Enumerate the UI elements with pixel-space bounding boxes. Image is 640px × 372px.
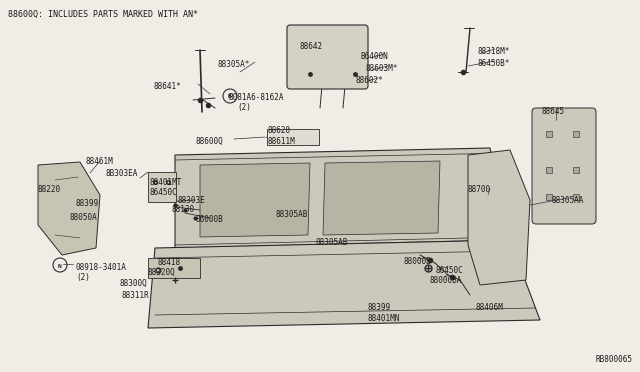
Polygon shape xyxy=(468,150,530,285)
Text: 88418: 88418 xyxy=(158,258,181,267)
Text: 88461M: 88461M xyxy=(86,157,114,166)
Text: 88603M*: 88603M* xyxy=(365,64,397,73)
Bar xyxy=(573,131,579,137)
Text: 86000B: 86000B xyxy=(196,215,224,224)
Text: N: N xyxy=(58,263,62,269)
Text: 88401MN: 88401MN xyxy=(368,314,401,323)
Text: 88611M: 88611M xyxy=(267,137,295,146)
Text: 88645: 88645 xyxy=(542,107,565,116)
Text: (2): (2) xyxy=(237,103,251,112)
Text: 88303E: 88303E xyxy=(178,196,205,205)
Text: 88600Q: INCLUDES PARTS MARKED WITH AN*: 88600Q: INCLUDES PARTS MARKED WITH AN* xyxy=(8,10,198,19)
Bar xyxy=(573,194,579,200)
Text: 88000BA: 88000BA xyxy=(430,276,462,285)
Text: (2): (2) xyxy=(76,273,90,282)
Text: 88311R: 88311R xyxy=(122,291,150,300)
Text: 88305A*: 88305A* xyxy=(218,60,250,69)
Text: 88641*: 88641* xyxy=(153,82,180,91)
Text: 88305AA: 88305AA xyxy=(552,196,584,205)
Polygon shape xyxy=(323,161,440,235)
Text: B: B xyxy=(228,94,232,99)
Text: 88399: 88399 xyxy=(368,303,391,312)
Polygon shape xyxy=(175,148,510,248)
Text: 86450C: 86450C xyxy=(436,266,464,275)
Text: RB800065: RB800065 xyxy=(595,355,632,364)
Polygon shape xyxy=(38,162,100,255)
Text: 88700: 88700 xyxy=(467,185,490,194)
FancyBboxPatch shape xyxy=(532,108,596,224)
Bar xyxy=(546,194,552,200)
Text: 88620: 88620 xyxy=(267,126,290,135)
Polygon shape xyxy=(200,163,310,237)
Text: 88318M*: 88318M* xyxy=(478,47,510,56)
Text: 88050A: 88050A xyxy=(70,213,98,222)
Bar xyxy=(267,129,319,145)
Text: 88305AB: 88305AB xyxy=(276,210,308,219)
Text: 88300Q: 88300Q xyxy=(120,279,148,288)
Text: 88220: 88220 xyxy=(38,185,61,194)
Text: 88000B: 88000B xyxy=(404,257,432,266)
Text: 08918-3401A: 08918-3401A xyxy=(76,263,127,272)
Bar xyxy=(573,167,579,173)
Bar xyxy=(148,258,200,278)
Text: B081A6-8162A: B081A6-8162A xyxy=(228,93,284,102)
Text: 88600Q: 88600Q xyxy=(196,137,224,146)
Bar xyxy=(148,172,176,202)
Text: 86450B*: 86450B* xyxy=(478,59,510,68)
Text: 88130: 88130 xyxy=(172,205,195,214)
Text: 88642: 88642 xyxy=(300,42,323,51)
Text: 88320Q: 88320Q xyxy=(148,268,176,277)
Text: 86450C: 86450C xyxy=(149,188,177,197)
Text: 88406M: 88406M xyxy=(476,303,504,312)
Polygon shape xyxy=(148,240,540,328)
Bar xyxy=(546,167,552,173)
Text: 88602*: 88602* xyxy=(355,76,383,85)
Text: 88399: 88399 xyxy=(75,199,98,208)
Text: 8B303EA: 8B303EA xyxy=(105,169,138,178)
Text: 88305AB: 88305AB xyxy=(316,238,348,247)
Bar xyxy=(546,131,552,137)
Text: 88401MT: 88401MT xyxy=(149,178,181,187)
Text: B6400N: B6400N xyxy=(360,52,388,61)
FancyBboxPatch shape xyxy=(287,25,368,89)
